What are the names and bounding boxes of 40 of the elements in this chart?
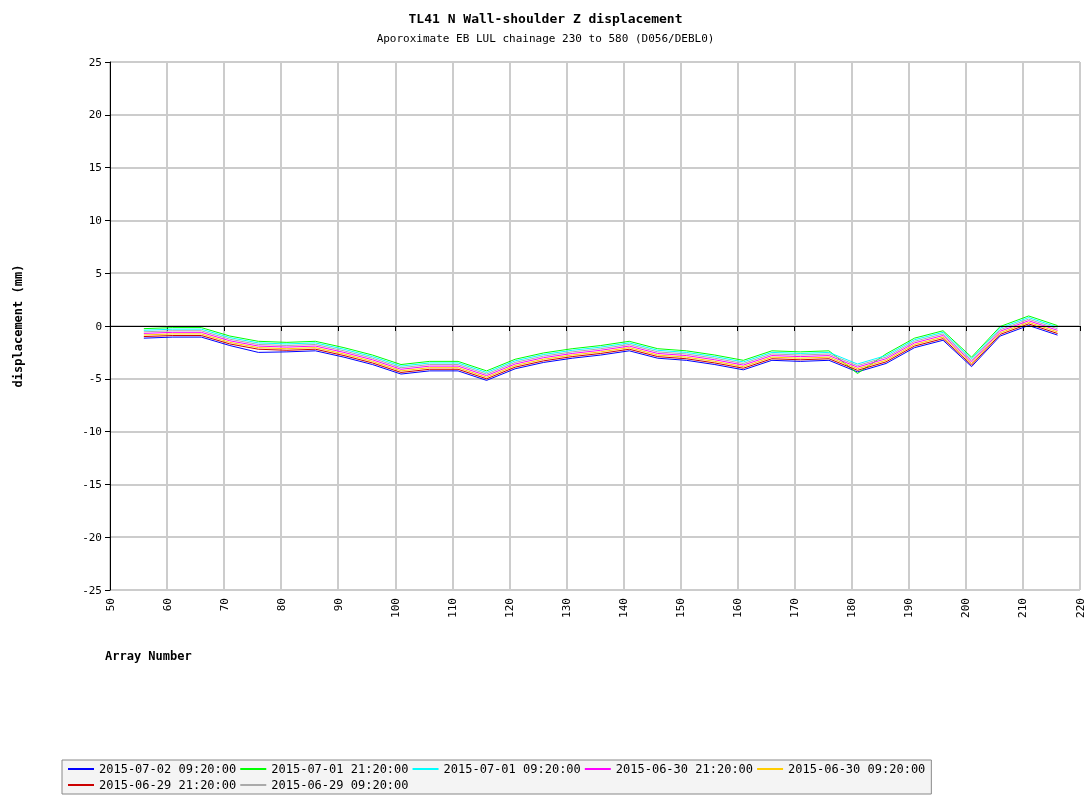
legend-label: 2015-06-29 21:20:00 [99, 778, 237, 792]
x-axis-title: Array Number [105, 649, 192, 663]
x-tick-label: 220 [1073, 598, 1087, 618]
chart-subtitle: Aporoximate EB LUL chainage 230 to 580 (D056/DEBL0) [376, 32, 715, 45]
legend-label: 2015-06-29 09:20:00 [271, 778, 409, 792]
x-tick-label: 150 [674, 598, 688, 618]
x-tick-label: 90 [331, 598, 345, 612]
y-tick-label: 20 [88, 108, 102, 122]
x-tick-label: 160 [731, 598, 745, 618]
chart-title: TL41 N Wall-shoulder Z displacement [408, 11, 683, 26]
y-tick-label: -25 [82, 583, 102, 597]
y-tick-label: -20 [82, 530, 102, 544]
y-tick-label: 25 [88, 55, 102, 69]
x-tick-label: 130 [559, 598, 573, 618]
y-tick-label: 0 [95, 319, 102, 333]
x-tick-label: 100 [388, 598, 402, 618]
legend-label: 2015-06-30 21:20:00 [615, 762, 754, 776]
x-tick-label: 80 [274, 598, 288, 612]
y-tick-label: 15 [88, 161, 102, 175]
legend-label: 2015-07-01 21:20:00 [271, 762, 409, 776]
legend-label: 2015-07-02 09:20:00 [99, 762, 237, 776]
y-tick-label: -10 [82, 425, 102, 439]
x-tick-label: 210 [1016, 598, 1030, 618]
x-tick-label: 190 [902, 598, 916, 618]
y-tick-label: 10 [88, 213, 102, 227]
y-tick-label: -15 [82, 477, 102, 491]
y-tick-label: 5 [95, 266, 102, 280]
x-tick-label: 170 [788, 598, 802, 618]
x-tick-label: 110 [445, 598, 459, 618]
x-tick-label: 180 [845, 598, 859, 618]
x-tick-label: 70 [217, 598, 231, 612]
x-tick-label: 140 [617, 598, 631, 618]
y-axis-title: displacement (mm) [11, 264, 25, 388]
x-tick-label: 50 [103, 598, 117, 612]
legend-label: 2015-07-01 09:20:00 [443, 762, 581, 776]
y-tick-label: -5 [88, 372, 102, 386]
x-tick-label: 60 [160, 598, 174, 612]
legend-label: 2015-06-30 09:20:00 [788, 762, 926, 776]
x-tick-label: 120 [502, 598, 516, 618]
x-tick-label: 200 [959, 598, 973, 618]
